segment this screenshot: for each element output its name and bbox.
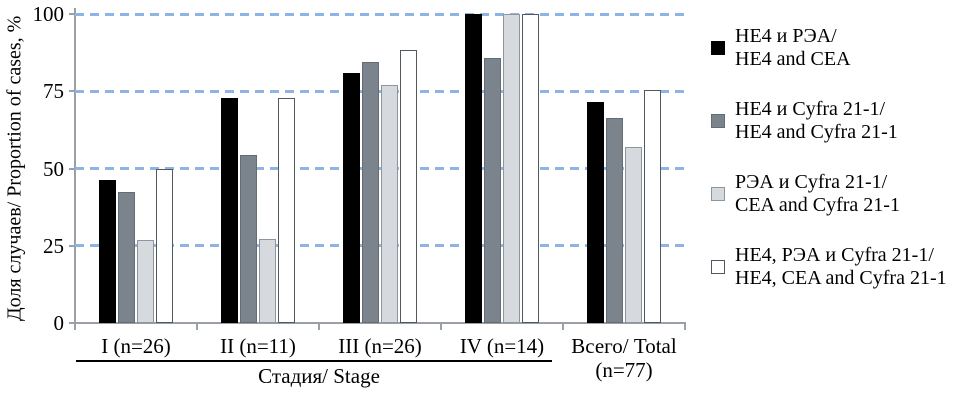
y-tick-mark (69, 90, 75, 93)
bar (362, 61, 379, 323)
bar (118, 192, 135, 323)
bar (221, 98, 238, 323)
legend-swatch (711, 260, 725, 274)
y-axis-line (74, 8, 76, 324)
y-tick-mark (69, 13, 75, 15)
bar (625, 146, 642, 323)
x-tick-mark (74, 323, 76, 330)
stage-group-underline (76, 360, 552, 362)
bar (240, 154, 257, 323)
legend-label: РЭА и Cyfra 21-1/CEA and Cyfra 21-1 (735, 171, 900, 217)
gridline-50 (75, 167, 685, 170)
legend-label: HE4 и РЭА/HE4 and CEA (735, 25, 851, 71)
bar (400, 49, 417, 323)
gridline-100 (75, 12, 685, 16)
x-category-label-1: I (n=26) (75, 334, 197, 358)
legend-label-line: HE4 и Cyfra 21-1/ (735, 98, 886, 120)
bar (137, 239, 154, 323)
x-category-label-line: III (n=26) (338, 334, 422, 358)
bar (259, 238, 276, 323)
x-tick-mark (562, 323, 564, 330)
legend-item-4: HE4, РЭА и Cyfra 21-1/HE4, CEA and Cyfra… (711, 244, 947, 290)
x-category-label-line: I (n=26) (101, 334, 171, 358)
bar (484, 58, 501, 323)
bar-group-2 (197, 98, 319, 323)
x-tick-mark (318, 323, 320, 330)
y-tick-label-75: 75 (43, 79, 64, 104)
legend-label-line: HE4 and CEA (735, 48, 851, 70)
bar (644, 90, 661, 323)
x-category-label-3: III (n=26) (319, 334, 441, 358)
bar-group-3 (319, 49, 441, 323)
x-category-label-line: II (n=11) (220, 334, 296, 358)
gridline-75 (75, 89, 685, 93)
legend-swatch (711, 41, 725, 55)
bar-group-4 (441, 14, 563, 323)
bar-group-5 (563, 90, 685, 323)
bar (465, 14, 482, 323)
x-category-label-5: Всего/ Total (n=77) (563, 334, 685, 382)
y-tick-label-50: 50 (43, 156, 64, 181)
legend-label-line: РЭА и Cyfra 21-1/ (735, 171, 888, 193)
bar (522, 14, 539, 323)
bar (278, 98, 295, 323)
bar-group-1 (75, 168, 197, 323)
x-axis-line (74, 322, 686, 324)
x-tick-mark (196, 323, 198, 330)
y-tick-mark (69, 244, 75, 247)
gridline-25 (75, 244, 685, 248)
legend-label-line: HE4, CEA and Cyfra 21-1 (735, 267, 947, 289)
legend-swatch (711, 187, 725, 201)
bar (381, 85, 398, 323)
x-tick-mark (684, 323, 686, 330)
legend: HE4 и РЭА/HE4 and CEA HE4 и Cyfra 21-1/HE… (711, 25, 947, 290)
plot-area (75, 12, 685, 323)
y-tick-label-100: 100 (32, 2, 65, 26)
legend-label-line: HE4 и РЭА/ (735, 25, 837, 47)
legend-label-line: CEA and Cyfra 21-1 (735, 194, 900, 216)
legend-label-line: HE4, РЭА и Cyfra 21-1/ (735, 244, 934, 266)
legend-label-line: HE4 and Cyfra 21-1 (735, 121, 898, 143)
y-tick-mark (69, 322, 75, 324)
bar (99, 180, 116, 323)
legend-label: HE4 и Cyfra 21-1/HE4 and Cyfra 21-1 (735, 98, 898, 144)
legend-label: HE4, РЭА и Cyfra 21-1/HE4, CEA and Cyfra… (735, 244, 947, 290)
bar (606, 118, 623, 323)
bar (156, 168, 173, 323)
legend-item-1: HE4 и РЭА/HE4 and CEA (711, 25, 947, 71)
bar (343, 73, 360, 323)
y-tick-label-25: 25 (43, 233, 64, 258)
bar (503, 14, 520, 323)
x-tick-mark (440, 323, 442, 330)
y-tick-mark (69, 167, 75, 170)
x-axis-title: Стадия/ Stage (258, 364, 380, 388)
bar (587, 102, 604, 323)
x-category-label-2: II (n=11) (197, 334, 319, 358)
x-category-label-line: IV (n=14) (459, 334, 545, 358)
legend-swatch (711, 114, 725, 128)
y-tick-label-0: 0 (53, 311, 65, 335)
x-category-label-line: Всего/ Total (571, 334, 677, 358)
x-category-label-4: IV (n=14) (441, 334, 563, 358)
legend-item-3: РЭА и Cyfra 21-1/CEA and Cyfra 21-1 (711, 171, 947, 217)
legend-item-2: HE4 и Cyfra 21-1/HE4 and Cyfra 21-1 (711, 98, 947, 144)
x-category-label-line: (n=77) (595, 358, 653, 382)
